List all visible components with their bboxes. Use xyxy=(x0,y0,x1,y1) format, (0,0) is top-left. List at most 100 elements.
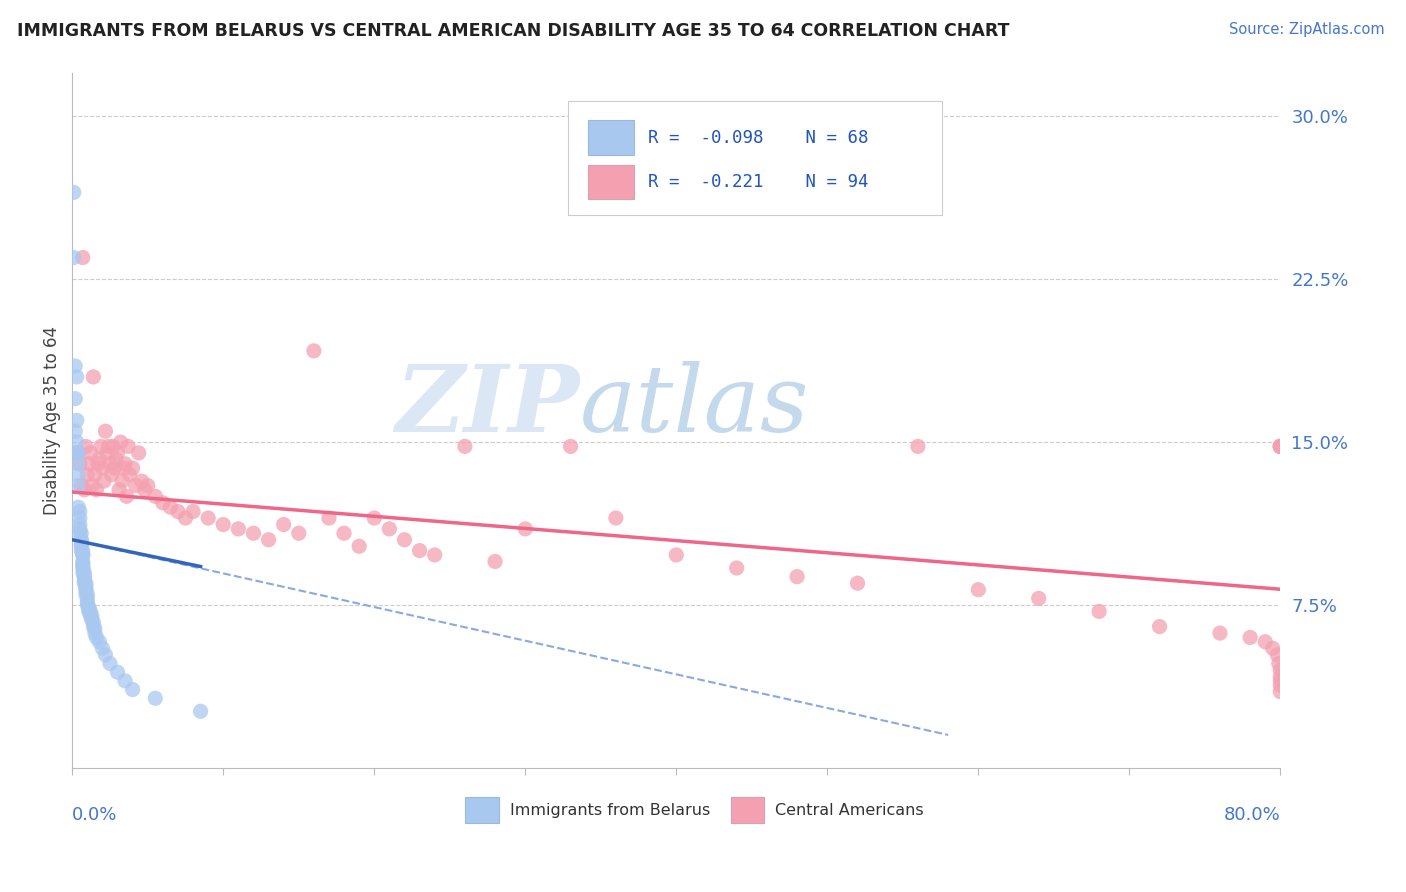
Point xyxy=(302,343,325,358)
Point xyxy=(257,533,280,547)
Point xyxy=(77,600,100,615)
Point xyxy=(69,526,91,541)
Point xyxy=(80,613,103,627)
Point xyxy=(72,543,94,558)
Point xyxy=(98,457,121,471)
Point xyxy=(121,682,143,697)
Point xyxy=(287,526,309,541)
Point xyxy=(94,424,117,438)
Point xyxy=(174,511,197,525)
Point xyxy=(77,457,100,471)
Text: R =  -0.221    N = 94: R = -0.221 N = 94 xyxy=(648,173,869,191)
Point xyxy=(1209,626,1232,640)
Point xyxy=(134,483,156,497)
Point xyxy=(786,569,808,583)
Y-axis label: Disability Age 35 to 64: Disability Age 35 to 64 xyxy=(44,326,60,515)
Point xyxy=(423,548,446,562)
Point xyxy=(118,467,141,482)
Point xyxy=(79,604,101,618)
Point xyxy=(70,533,93,547)
Point xyxy=(73,576,96,591)
Point xyxy=(86,483,108,497)
Point xyxy=(967,582,990,597)
Point xyxy=(107,446,129,460)
Point xyxy=(143,691,166,706)
Point xyxy=(79,446,101,460)
Point xyxy=(65,424,87,438)
Point xyxy=(100,467,122,482)
Point xyxy=(66,446,89,460)
Point xyxy=(1270,678,1292,692)
Point xyxy=(152,496,174,510)
Point xyxy=(70,478,93,492)
Point xyxy=(73,483,96,497)
Point xyxy=(67,446,90,460)
Point xyxy=(69,517,91,532)
Point xyxy=(1270,439,1292,453)
Point xyxy=(560,439,582,453)
Point xyxy=(76,467,98,482)
Point xyxy=(91,461,114,475)
Point xyxy=(73,569,96,583)
Point xyxy=(62,251,84,265)
Point xyxy=(83,622,105,636)
Point xyxy=(96,446,118,460)
FancyBboxPatch shape xyxy=(568,101,942,215)
Point xyxy=(69,457,91,471)
Point xyxy=(66,370,89,384)
Point xyxy=(190,704,212,718)
Point xyxy=(70,537,93,551)
Point xyxy=(76,596,98,610)
Point xyxy=(136,478,159,492)
Point xyxy=(86,631,108,645)
Point xyxy=(94,648,117,662)
Point xyxy=(103,461,125,475)
Point xyxy=(75,439,97,453)
Point xyxy=(72,558,94,573)
Point xyxy=(228,522,250,536)
Point xyxy=(1239,631,1261,645)
Point xyxy=(112,461,135,475)
Point xyxy=(101,439,124,453)
Point xyxy=(93,474,115,488)
Point xyxy=(394,533,416,547)
Point xyxy=(76,591,98,606)
Point xyxy=(110,435,132,450)
Text: ZIP: ZIP xyxy=(395,361,579,451)
Point xyxy=(77,602,100,616)
FancyBboxPatch shape xyxy=(588,120,634,155)
Point xyxy=(1265,648,1288,662)
Text: 80.0%: 80.0% xyxy=(1223,805,1281,824)
Point xyxy=(378,522,401,536)
Point xyxy=(1270,663,1292,677)
Point xyxy=(62,186,84,200)
Point xyxy=(89,452,111,467)
Point xyxy=(66,435,89,450)
Point xyxy=(67,457,90,471)
Point xyxy=(907,439,929,453)
FancyBboxPatch shape xyxy=(588,165,634,200)
Point xyxy=(725,561,748,575)
Text: IMMIGRANTS FROM BELARUS VS CENTRAL AMERICAN DISABILITY AGE 35 TO 64 CORRELATION : IMMIGRANTS FROM BELARUS VS CENTRAL AMERI… xyxy=(17,22,1010,40)
Point xyxy=(212,517,235,532)
Point xyxy=(121,461,143,475)
Point xyxy=(363,511,385,525)
Text: atlas: atlas xyxy=(579,361,808,451)
Point xyxy=(89,634,111,648)
Point xyxy=(115,489,138,503)
Point xyxy=(80,478,103,492)
Point xyxy=(73,569,96,583)
Point xyxy=(454,439,477,453)
Point xyxy=(605,511,627,525)
Text: Source: ZipAtlas.com: Source: ZipAtlas.com xyxy=(1229,22,1385,37)
Text: 0.0%: 0.0% xyxy=(72,805,118,824)
Point xyxy=(82,615,104,630)
Point xyxy=(131,474,153,488)
Point xyxy=(90,439,112,453)
Point xyxy=(197,511,219,525)
Point xyxy=(72,554,94,568)
Point xyxy=(167,504,190,518)
Point xyxy=(66,413,89,427)
Point xyxy=(333,526,356,541)
Point xyxy=(70,539,93,553)
